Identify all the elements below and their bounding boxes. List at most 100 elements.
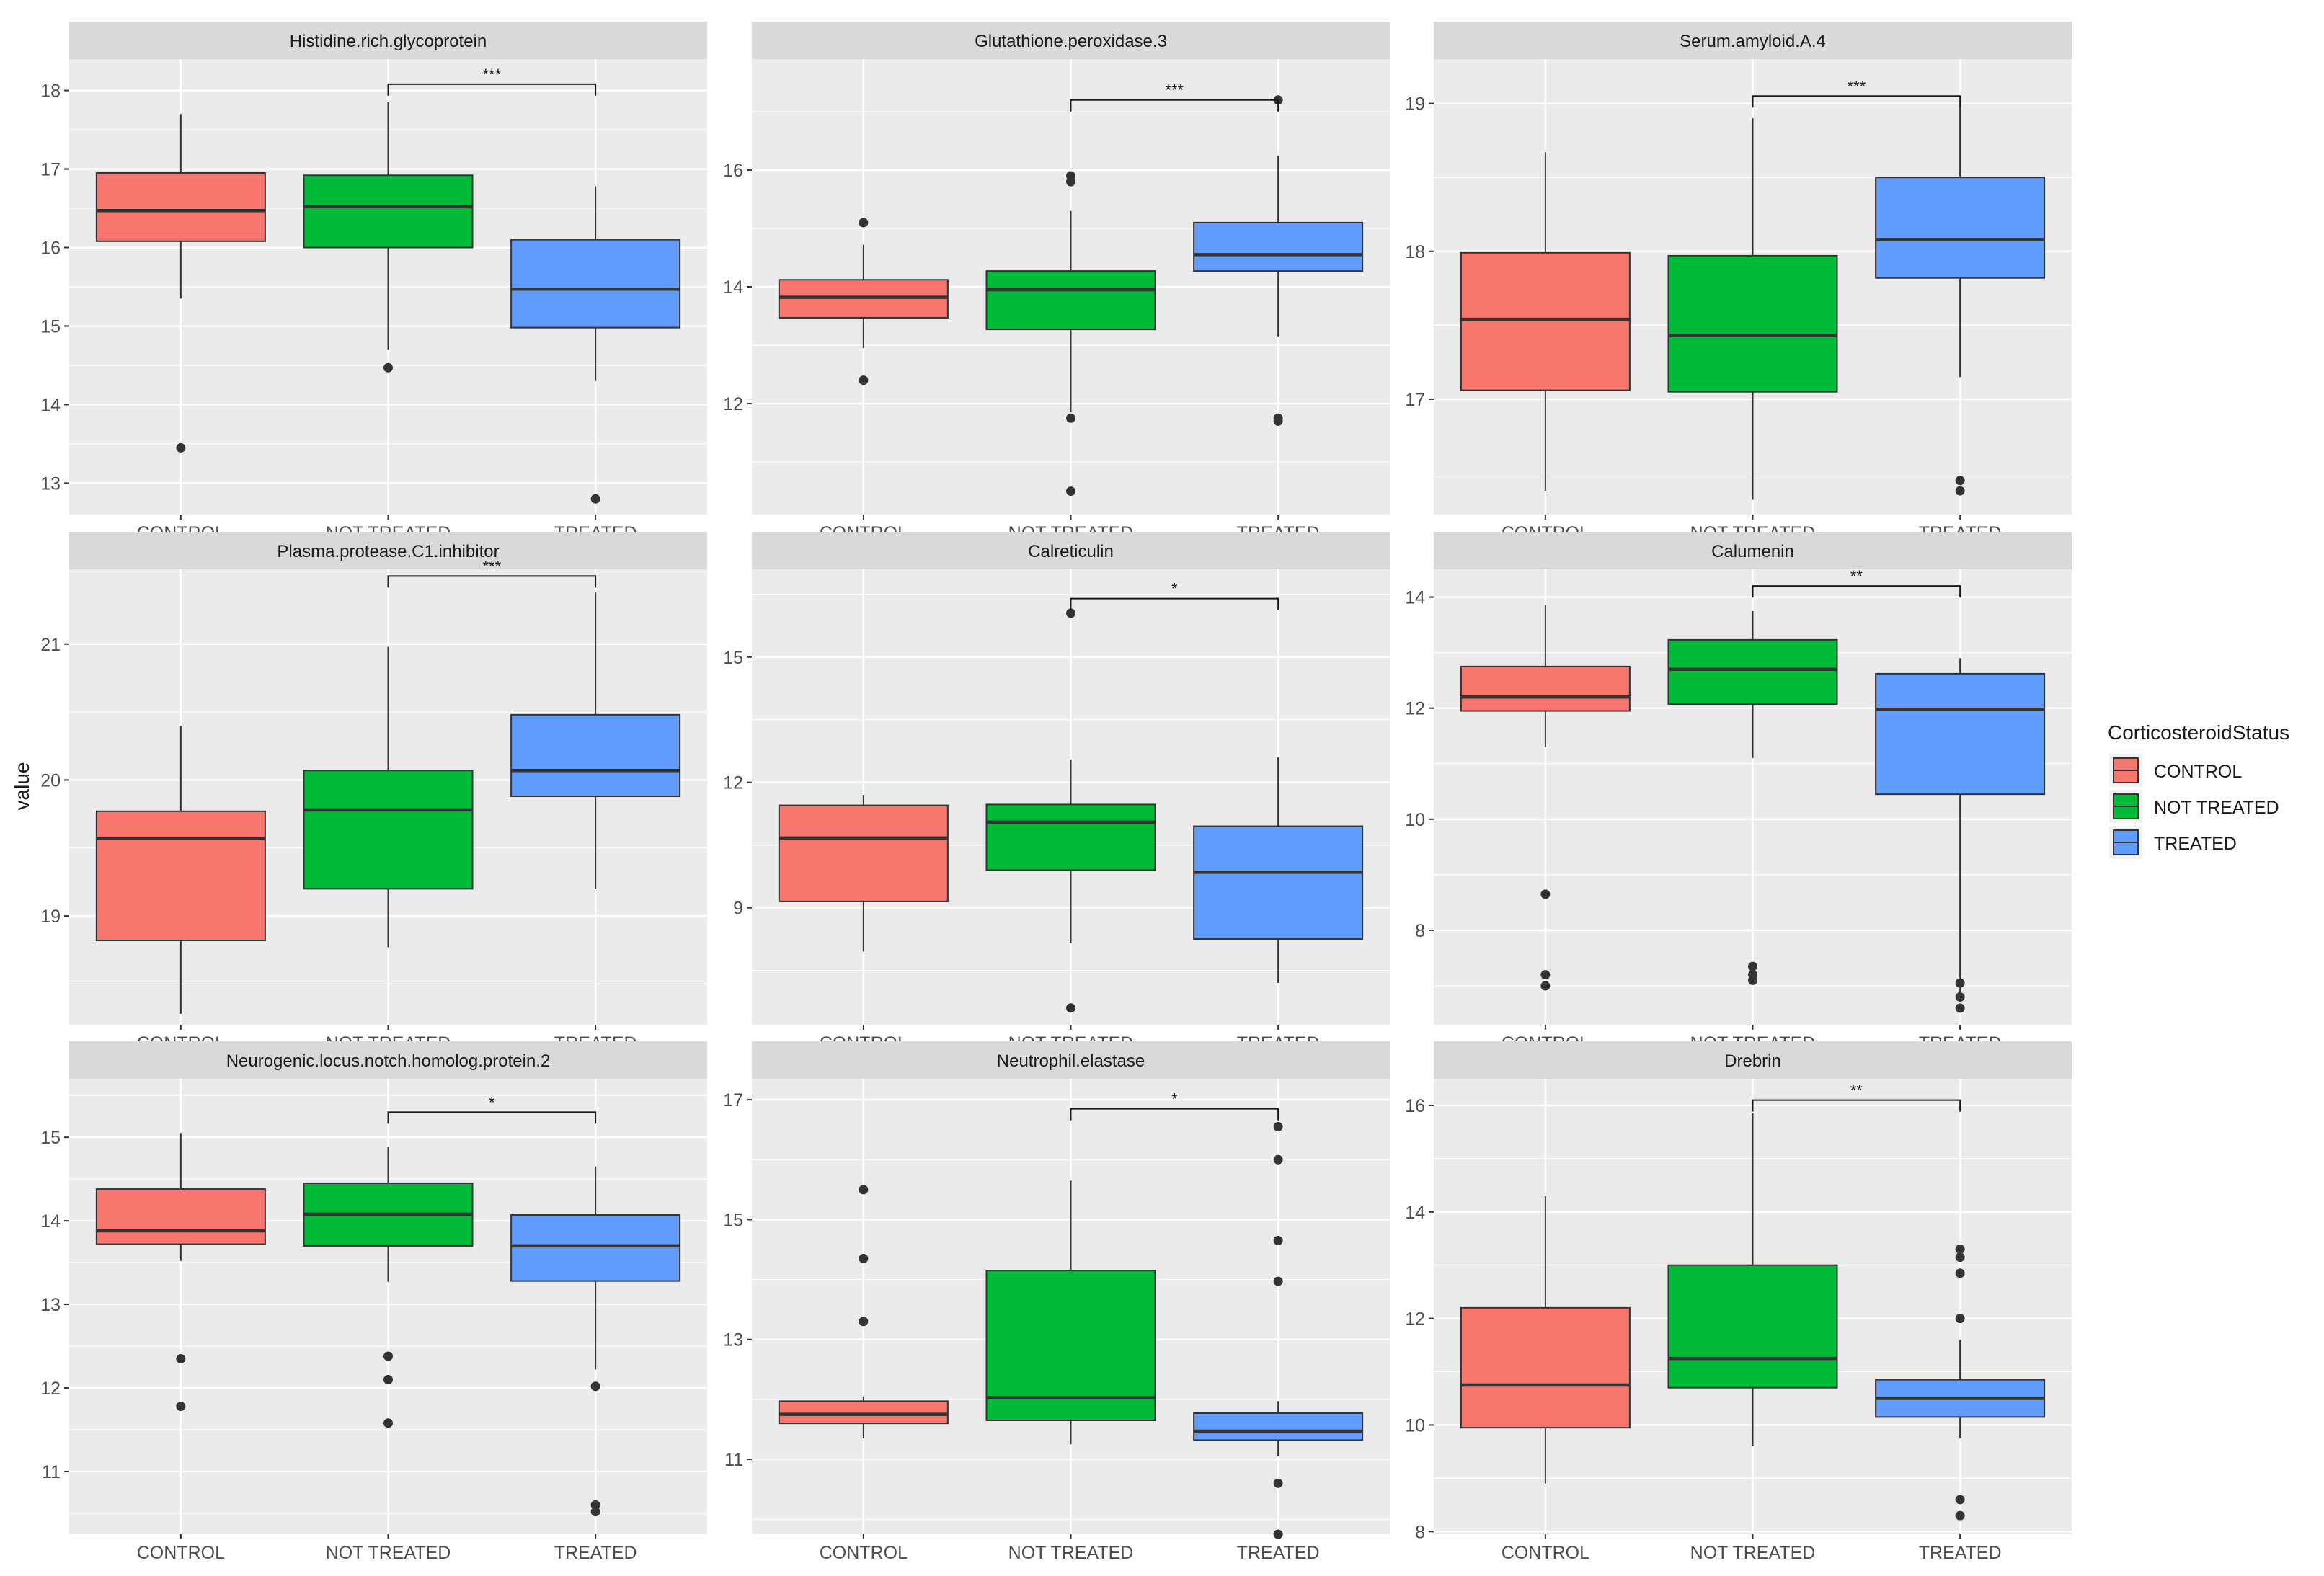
- y-tick-label: 12: [723, 773, 743, 793]
- y-axis-title: value: [11, 762, 33, 811]
- x-tick-label-not-treated: NOT TREATED: [1008, 1543, 1134, 1563]
- panel-glutathione-peroxidase-3: Glutathione.peroxidase.3121416CONTROLNOT…: [723, 22, 1390, 543]
- panel-plasma-protease-c1-inhibitor: Plasma.protease.C1.inhibitor192021CONTRO…: [40, 532, 707, 1054]
- y-tick-label: 8: [1415, 921, 1425, 941]
- x-tick-label-control: CONTROL: [137, 1543, 225, 1563]
- y-tick-label: 17: [723, 1090, 743, 1110]
- panel-strip: [1434, 532, 2072, 569]
- iqr-box: [1667, 638, 1838, 705]
- y-tick-label: 12: [1405, 1309, 1425, 1330]
- significance-label: *: [1171, 1090, 1178, 1108]
- outlier-point: [590, 1381, 600, 1392]
- outlier-point: [859, 1317, 869, 1327]
- outlier-point: [1955, 1510, 1965, 1521]
- iqr-box: [95, 1188, 266, 1245]
- outlier-point: [1273, 1529, 1283, 1539]
- significance-bracket: *: [1070, 1090, 1279, 1121]
- outlier-point: [1273, 1478, 1283, 1488]
- y-tick-label: 10: [1405, 1415, 1425, 1435]
- outlier-point: [1273, 1236, 1283, 1246]
- iqr-box: [510, 713, 681, 798]
- outlier-point: [1066, 177, 1075, 187]
- outlier-point: [1955, 486, 1965, 496]
- outlier-point: [383, 362, 393, 373]
- significance-label: ***: [482, 66, 501, 84]
- y-tick-label: 9: [733, 899, 743, 919]
- iqr-box: [1193, 1412, 1364, 1441]
- panel-title: Neurogenic.locus.notch.homolog.protein.2: [226, 1051, 551, 1071]
- significance-bracket: ***: [387, 66, 597, 96]
- outlier-point: [1540, 889, 1551, 899]
- bracket-line: [387, 575, 597, 588]
- box-treated: [1875, 658, 2046, 1013]
- box-not-treated: [1667, 610, 1838, 985]
- panel-strip: [1434, 1041, 2072, 1079]
- panel-neutrophil-elastase: Neutrophil.elastase 11 13 15 17 CONTROL NOT TR…: [723, 1041, 1390, 1563]
- y-tick-label: 18: [1405, 242, 1425, 262]
- iqr-box: [1667, 254, 1838, 393]
- y-tick-label: 16: [723, 161, 743, 181]
- outlier-point: [1955, 1314, 1965, 1324]
- y-tick-label: 15: [723, 1210, 743, 1230]
- outlier-point: [1748, 975, 1757, 985]
- panel-title: Calumenin: [1711, 542, 1794, 561]
- panel-title: Calreticulin: [1028, 542, 1114, 561]
- significance-bracket: *: [1070, 580, 1279, 610]
- y-tick-label: 14: [40, 395, 61, 415]
- panel-strip: [69, 22, 707, 59]
- bracket-line: [1070, 597, 1279, 610]
- x-tick-label-not-treated: NOT TREATED: [1690, 1543, 1816, 1563]
- legend-label-treated: TREATED: [2154, 834, 2237, 854]
- x-tick-label-treated: TREATED: [554, 1543, 637, 1563]
- y-tick-label: 15: [723, 648, 743, 668]
- outlier-point: [1273, 1276, 1283, 1286]
- y-tick-label: 17: [40, 160, 61, 180]
- iqr-box: [778, 804, 949, 902]
- outlier-point: [1273, 416, 1283, 426]
- panel-neurogenic-locus-notch-homolog-protein-2: Neurogenic.locus.notch.homolog.protein.2…: [40, 1041, 707, 1563]
- outlier-point: [383, 1418, 393, 1428]
- significance-label: *: [489, 1093, 495, 1111]
- panel-calreticulin: Calreticulin91215CONTROLNOT TREATEDTREAT…: [723, 532, 1390, 1054]
- panels-group: Histidine.rich.glycoprotein 13 14 15 16 17 18 C…: [40, 22, 2072, 1563]
- y-tick-label: 14: [723, 277, 743, 298]
- iqr-box: [985, 270, 1156, 331]
- x-tick-label-treated: TREATED: [1237, 1543, 1320, 1563]
- bracket-line: [1752, 585, 1961, 598]
- box-control: [778, 1185, 949, 1438]
- y-tick-label: 10: [1405, 810, 1425, 830]
- x-tick-label-treated: TREATED: [1919, 1543, 2002, 1563]
- box-not-treated: [303, 646, 474, 948]
- iqr-box: [303, 770, 474, 890]
- iqr-box: [1667, 1264, 1838, 1389]
- box-control: [95, 1133, 266, 1412]
- outlier-point: [176, 1353, 186, 1363]
- panel-title: Plasma.protease.C1.inhibitor: [277, 542, 499, 561]
- box-control: [778, 795, 949, 952]
- outlier-point: [1955, 1003, 1965, 1013]
- outlier-point: [383, 1374, 393, 1384]
- box-treated: [510, 186, 681, 504]
- significance-label: ***: [1165, 81, 1184, 99]
- panel-title: Serum.amyloid.A.4: [1680, 32, 1826, 51]
- outlier-point: [176, 1402, 186, 1412]
- box-control: [95, 725, 266, 1014]
- legend-item-treated: TREATED: [2109, 826, 2237, 859]
- panel-strip: [752, 1041, 1390, 1079]
- panel-strip: [752, 532, 1390, 569]
- legend-label-control: CONTROL: [2154, 762, 2242, 782]
- iqr-box: [1193, 825, 1364, 940]
- box-control: [778, 218, 949, 386]
- box-not-treated: [1667, 1113, 1838, 1447]
- y-tick-label: 19: [1405, 94, 1425, 115]
- box-not-treated: [303, 1147, 474, 1428]
- outlier-point: [383, 1351, 393, 1361]
- outlier-point: [859, 375, 869, 386]
- box-treated: [1875, 106, 2046, 496]
- y-tick-label: 11: [42, 1462, 61, 1482]
- bracket-line: [1752, 1099, 1961, 1112]
- outlier-point: [1066, 1003, 1075, 1013]
- significance-bracket: **: [1752, 567, 1961, 598]
